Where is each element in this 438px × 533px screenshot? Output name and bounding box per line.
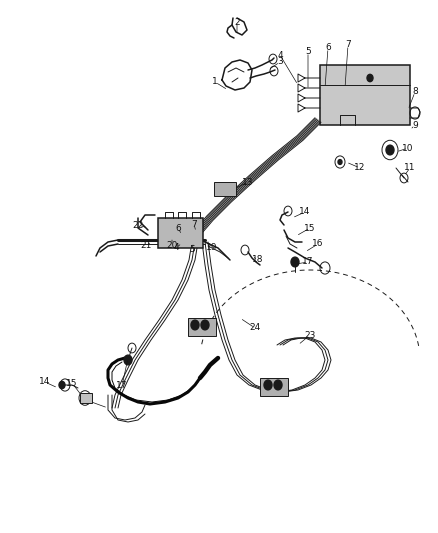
Text: 7: 7	[191, 220, 197, 229]
Text: 14: 14	[39, 377, 51, 386]
Circle shape	[191, 320, 199, 330]
Text: 16: 16	[312, 239, 324, 248]
Text: 23: 23	[304, 330, 316, 340]
Circle shape	[264, 380, 272, 390]
Text: 14: 14	[299, 207, 311, 216]
Text: 4: 4	[277, 51, 283, 60]
Circle shape	[367, 74, 373, 82]
Bar	[214, 182, 236, 196]
Bar	[260, 378, 288, 396]
Circle shape	[386, 145, 394, 155]
Text: 11: 11	[404, 164, 416, 173]
Text: 18: 18	[252, 255, 264, 264]
Text: 21: 21	[140, 240, 152, 249]
Text: 15: 15	[304, 223, 316, 232]
Circle shape	[291, 257, 299, 267]
Text: 20: 20	[166, 240, 178, 249]
Text: 12: 12	[354, 164, 366, 173]
Text: 2: 2	[234, 18, 240, 27]
Bar	[320, 65, 410, 125]
Text: 1: 1	[212, 77, 218, 86]
Circle shape	[201, 320, 209, 330]
Text: 7: 7	[345, 41, 351, 50]
Circle shape	[338, 159, 342, 165]
Text: 6: 6	[175, 223, 181, 232]
Text: 15: 15	[66, 378, 78, 387]
Text: 9: 9	[412, 120, 418, 130]
Text: 17: 17	[116, 382, 128, 391]
Text: 8: 8	[412, 87, 418, 96]
Text: 6: 6	[325, 44, 331, 52]
Text: 19: 19	[206, 244, 218, 253]
Circle shape	[274, 380, 282, 390]
Text: 24: 24	[249, 324, 261, 333]
Bar	[188, 318, 216, 336]
Bar	[80, 393, 92, 403]
Bar	[158, 218, 203, 248]
Text: 25: 25	[80, 395, 92, 405]
Text: 22: 22	[132, 221, 144, 230]
Text: 10: 10	[402, 143, 414, 152]
Circle shape	[59, 381, 65, 389]
Circle shape	[124, 355, 132, 365]
Text: 4: 4	[173, 244, 179, 253]
Text: 5: 5	[305, 47, 311, 56]
Text: 3: 3	[277, 58, 283, 67]
Text: 17: 17	[302, 257, 314, 266]
Text: 5: 5	[189, 246, 195, 254]
Text: 13: 13	[242, 177, 254, 187]
